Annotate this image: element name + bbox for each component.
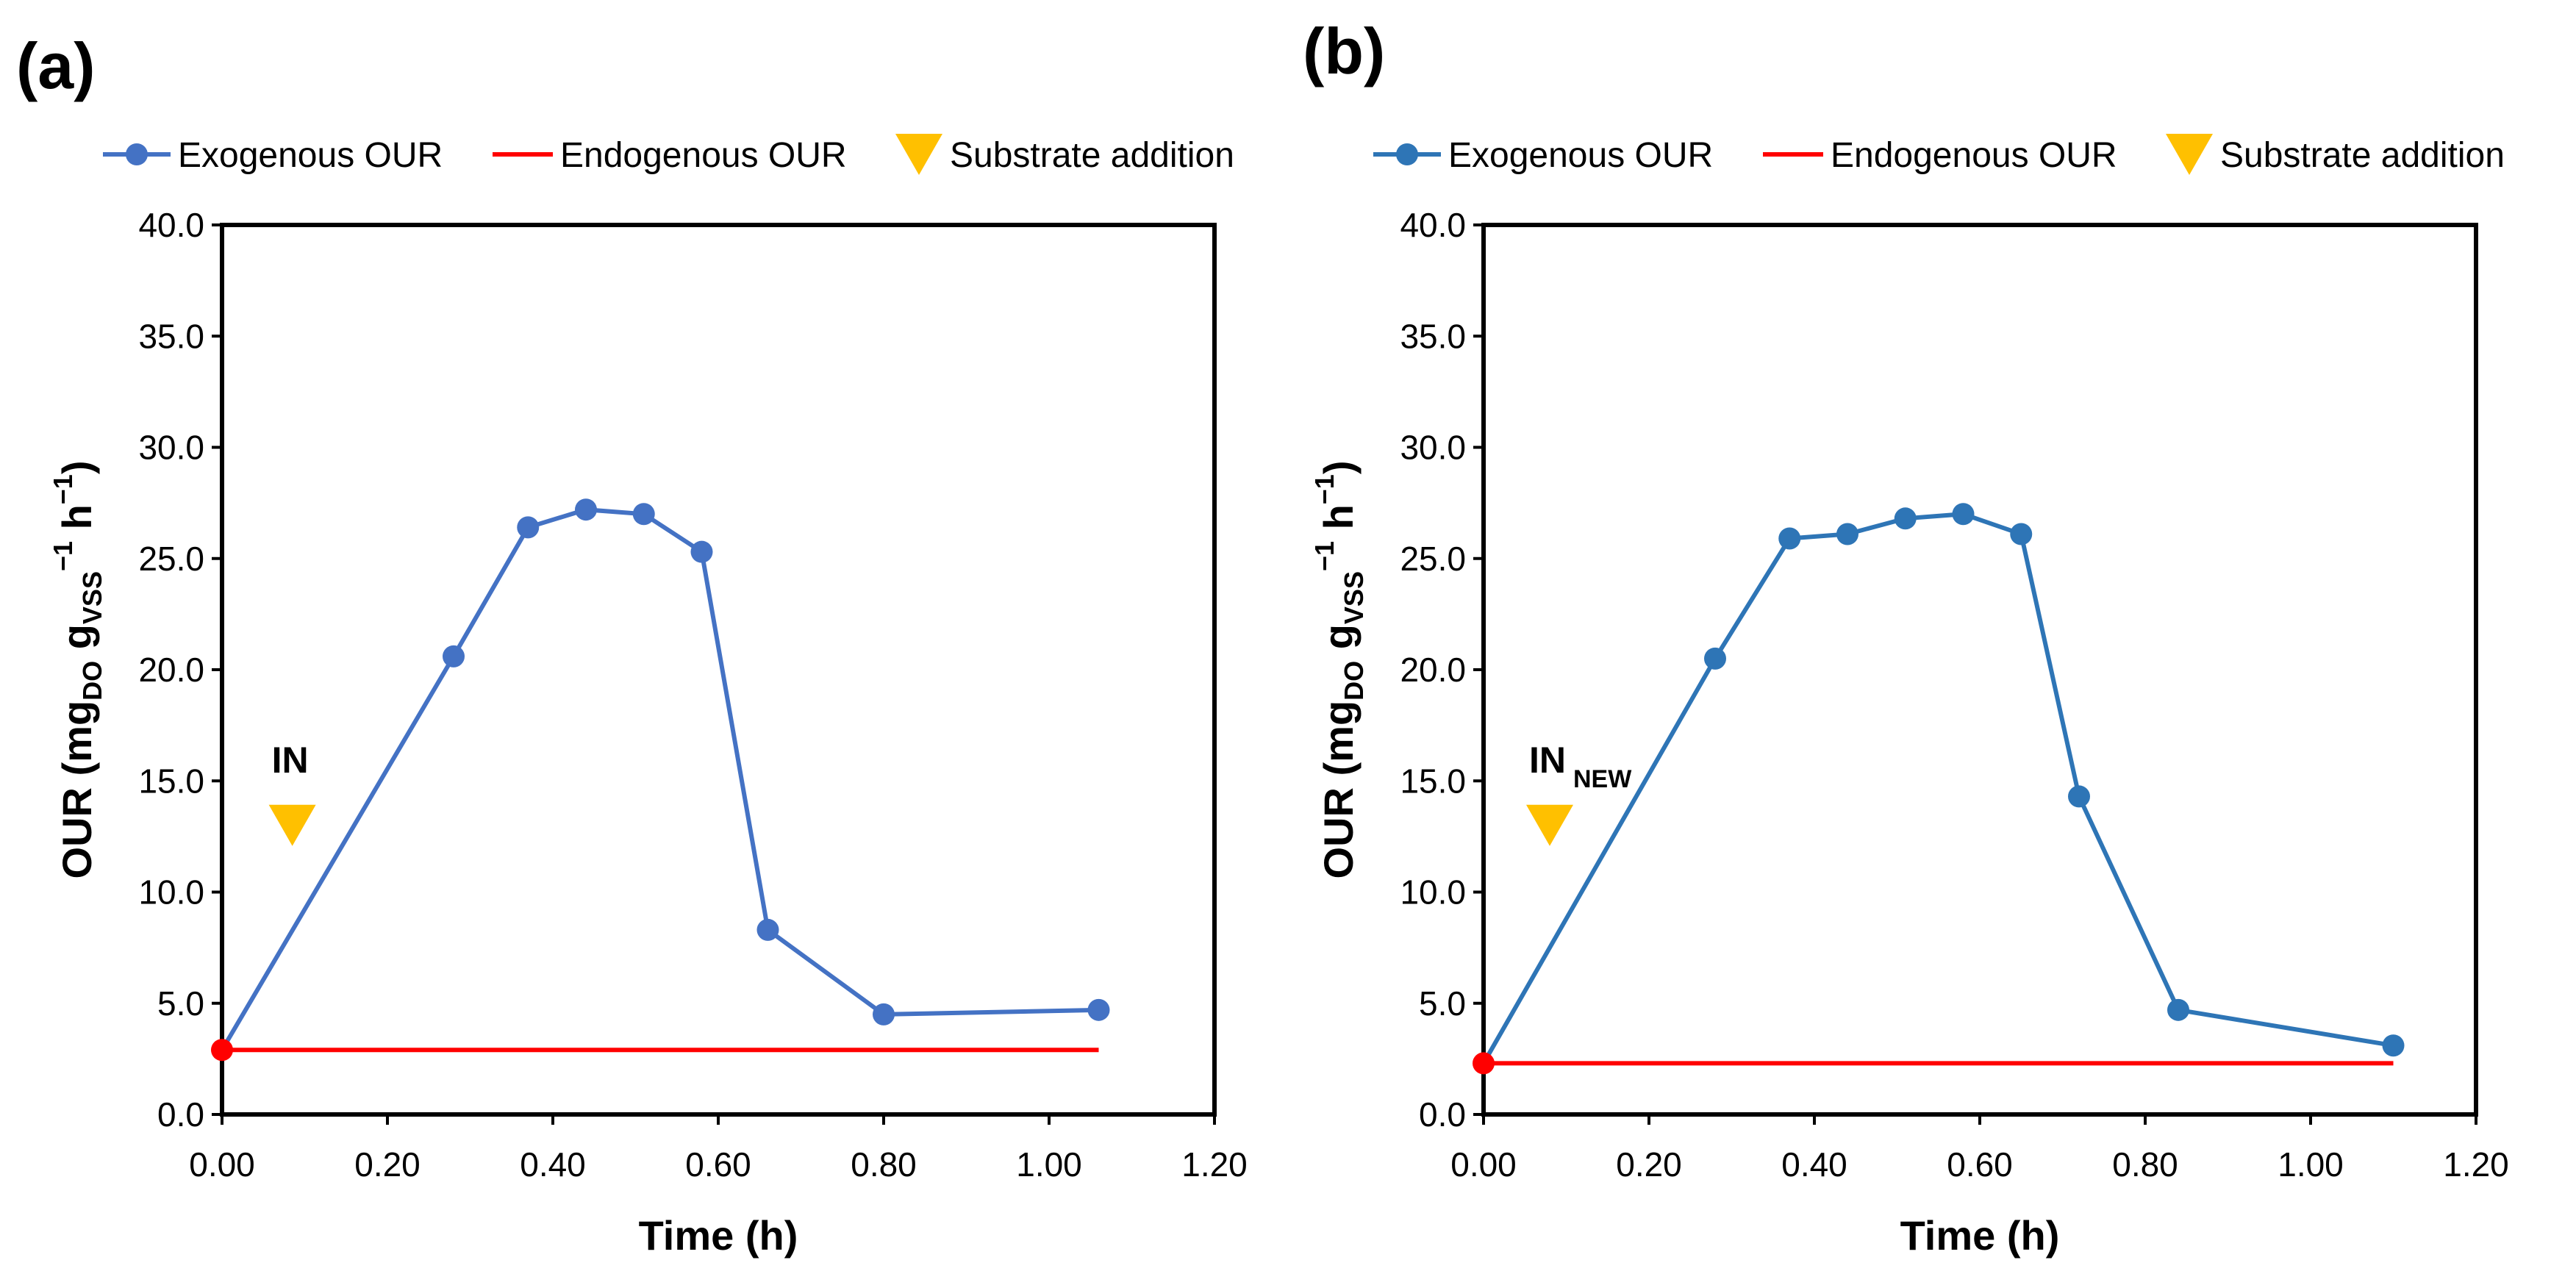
y-tick-label: 0.0 [157,1095,204,1134]
x-tick-label: 0.60 [1947,1145,2013,1184]
series-exogenous-point [1778,527,1801,550]
chart-panel-b: (b) Exogenous OUR Endogenous OUR Substrate … [1303,15,2509,1259]
series-exogenous-point [632,503,655,526]
plot-area [220,223,1217,1117]
y-tick-label: 10.0 [1400,873,1466,912]
series-exogenous-point [211,1039,233,1062]
legend-endogenous-label: Endogenous OUR [560,136,847,175]
substrate-addition-marker [268,804,316,846]
legend-exogenous-marker [1396,143,1418,165]
x-tick-label: 0.20 [354,1145,421,1184]
series-exogenous-point [1836,523,1858,545]
y-tick-label: 20.0 [138,651,204,689]
y-tick-label: 0.0 [1419,1095,1466,1134]
y-tick-label: 15.0 [1400,762,1466,800]
x-axis-title: Time (h) [639,1212,798,1259]
x-tick-label: 0.20 [1616,1145,1682,1184]
series-exogenous-point [443,645,465,667]
y-axis-title: OUR (mgDO gVSS−1 h−1) [1309,461,1369,879]
y-tick-label: 5.0 [157,984,204,1023]
x-tick-label: 0.60 [685,1145,751,1184]
series-exogenous-point [575,498,597,521]
series-exogenous-point [2382,1034,2405,1057]
substrate-addition-label: IN [272,740,309,781]
series-exogenous-point [756,918,779,941]
x-tick-label: 0.00 [1450,1145,1517,1184]
y-tick-label: 30.0 [1400,429,1466,467]
series-exogenous-point [2010,523,2033,545]
y-tick-label: 35.0 [1400,317,1466,355]
x-tick-label: 0.40 [520,1145,586,1184]
x-tick-label: 0.40 [1781,1145,1847,1184]
legend-exogenous-label: Exogenous OUR [178,136,443,175]
y-tick-label: 40.0 [138,206,204,244]
legend-substrate-label: Substrate addition [950,136,1234,175]
x-tick-label: 0.80 [2112,1145,2178,1184]
series-exogenous-point [1087,998,1110,1021]
y-tick-label: 25.0 [1400,540,1466,578]
series-exogenous-point [1704,647,1726,670]
y-tick-label: 10.0 [138,873,204,912]
series-exogenous-point [873,1003,895,1026]
x-tick-label: 1.00 [1016,1145,1082,1184]
x-tick-label: 1.00 [2278,1145,2344,1184]
series-exogenous-line [1481,512,2394,1064]
series-exogenous-point [2068,785,2090,808]
chart-panel-a: (a) Exogenous OUR Endogenous OUR Substrate … [16,29,1248,1259]
legend-substrate-marker [895,134,942,175]
legend-endogenous-label: Endogenous OUR [1831,136,2117,175]
x-axis-title: Time (h) [1900,1212,2060,1259]
legend: Exogenous OUR Endogenous OUR Substrate add… [1373,134,2505,175]
y-tick-label: 40.0 [1400,206,1466,244]
legend-exogenous-label: Exogenous OUR [1448,136,1713,175]
y-tick-label: 25.0 [138,540,204,578]
y-tick-label: 35.0 [138,317,204,355]
substrate-addition-label-sub: NEW [1573,765,1632,793]
y-tick-label: 20.0 [1400,651,1466,689]
series-exogenous-point [517,516,540,539]
series-exogenous-point [1952,503,1975,526]
substrate-addition-label: IN [1529,740,1566,781]
series-exogenous-point [1473,1052,1495,1075]
x-tick-label: 0.00 [189,1145,255,1184]
y-tick-label: 30.0 [138,429,204,467]
x-tick-label: 0.80 [851,1145,917,1184]
legend-substrate-marker [2166,134,2213,175]
panel-label: (a) [16,29,96,102]
series-exogenous-point [2167,998,2189,1021]
substrate-addition-marker [1526,804,1573,846]
series-exogenous-point [1894,507,1917,530]
x-tick-label: 1.20 [2443,1145,2509,1184]
plot-area [1481,223,2478,1117]
series-exogenous-line [220,507,1099,1051]
x-tick-label: 1.20 [1181,1145,1248,1184]
legend: Exogenous OUR Endogenous OUR Substrate add… [103,134,1234,175]
y-tick-label: 15.0 [138,762,204,800]
legend-exogenous-marker [126,143,148,165]
legend-substrate-label: Substrate addition [2220,136,2505,175]
panel-label: (b) [1303,15,1385,87]
y-axis-title: OUR (mgDO gVSS−1 h−1) [48,461,107,879]
y-tick-label: 5.0 [1419,984,1466,1023]
series-exogenous-point [690,540,713,563]
